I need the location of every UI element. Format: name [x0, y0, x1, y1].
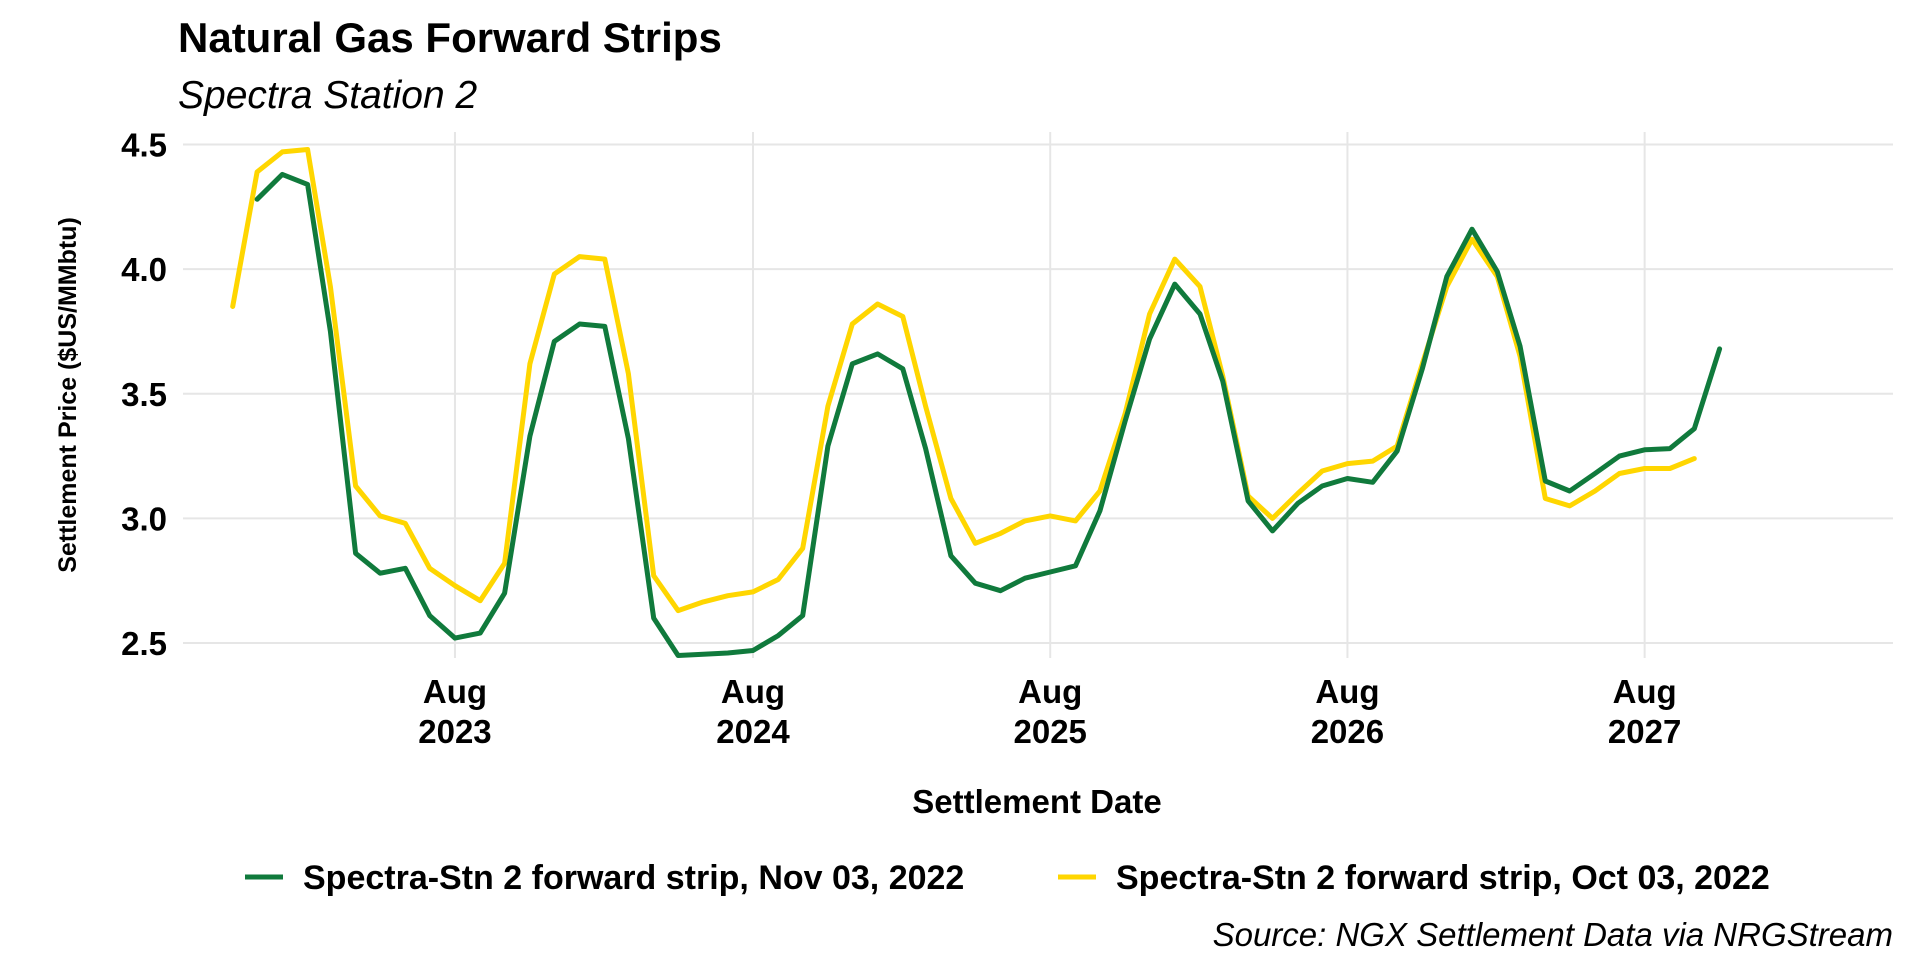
chart-caption: Source: NGX Settlement Data via NRGStrea…	[1213, 916, 1893, 953]
y-tick-label: 3.5	[121, 376, 167, 413]
x-tick-year: 2026	[1311, 713, 1384, 750]
gridlines	[183, 132, 1893, 658]
chart-subtitle: Spectra Station 2	[178, 74, 477, 117]
y-tick-label: 4.0	[121, 251, 167, 288]
legend-label-1: Spectra-Stn 2 forward strip, Nov 03, 202…	[303, 859, 964, 897]
x-tick-month: Aug	[423, 673, 487, 710]
y-axis-title: Settlement Price ($US/MMbtu)	[54, 217, 82, 573]
series-line-1	[254, 171, 1723, 658]
x-tick-year: 2024	[716, 713, 790, 750]
y-tick-label: 2.5	[121, 625, 167, 662]
legend: Spectra-Stn 2 forward strip, Nov 03, 202…	[245, 859, 1770, 897]
y-tick-label: 3.0	[121, 500, 167, 537]
x-tick-year: 2023	[418, 713, 491, 750]
x-tick-year: 2027	[1608, 713, 1681, 750]
series-line-2	[230, 147, 1697, 614]
series-layer	[230, 147, 1723, 658]
y-axis-ticks: 2.5 3.0 3.5 4.0 4.5	[121, 126, 167, 662]
chart-title: Natural Gas Forward Strips	[178, 14, 722, 61]
x-tick-month: Aug	[721, 673, 785, 710]
x-axis-title: Settlement Date	[912, 783, 1161, 820]
x-tick-month: Aug	[1018, 673, 1082, 710]
x-tick-month: Aug	[1315, 673, 1379, 710]
legend-label-2: Spectra-Stn 2 forward strip, Oct 03, 202…	[1116, 859, 1770, 897]
y-tick-label: 4.5	[121, 126, 167, 163]
x-tick-month: Aug	[1613, 673, 1677, 710]
x-tick-year: 2025	[1014, 713, 1087, 750]
